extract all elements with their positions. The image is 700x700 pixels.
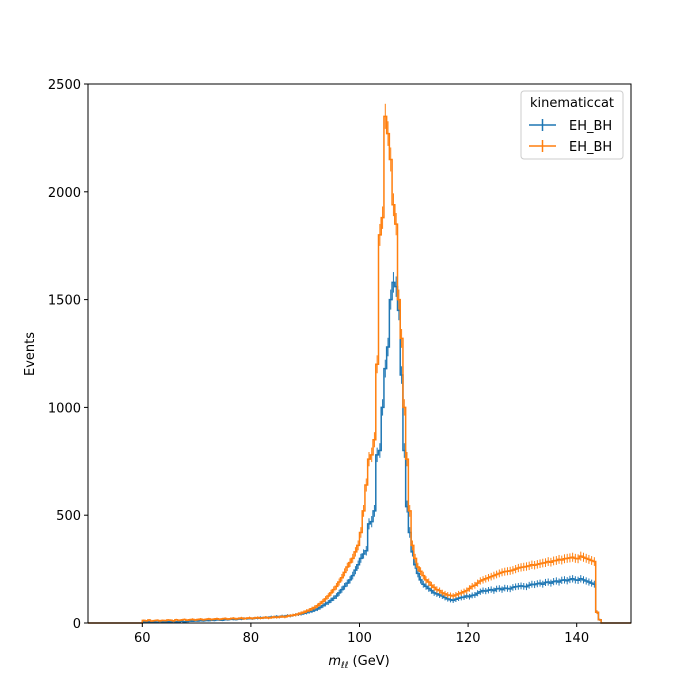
legend-entry-0: EH_BH — [529, 119, 612, 134]
plot-frame — [87, 83, 632, 624]
y-tick-label: 1500 — [48, 294, 81, 309]
legend-title: kinematiccat — [530, 96, 614, 111]
x-axis-label-sub: ℓℓ — [340, 661, 348, 671]
x-axis-label-unit: (GeV) — [348, 654, 389, 669]
y-tick-label: 1000 — [48, 401, 81, 416]
y-tick-label: 2000 — [48, 186, 81, 201]
y-tick-label: 2500 — [48, 78, 81, 93]
series-0-error-bars — [143, 272, 601, 623]
y-axis-label: Events — [23, 332, 38, 376]
x-tick-label: 80 — [243, 631, 260, 646]
legend-label: EH_BH — [569, 119, 612, 134]
x-axis-label-main: m — [328, 654, 341, 669]
y-tick-label: 500 — [56, 509, 81, 524]
series-1-step-line — [88, 115, 631, 624]
ticks-layer: 60 80 100 120 140 0 500 1000 1500 2000 2500 — [48, 78, 589, 646]
x-tick-label: 120 — [456, 631, 481, 646]
legend-label: EH_BH — [569, 140, 612, 155]
legend-box — [520, 90, 624, 160]
series-layer — [88, 103, 631, 624]
y-tick-label: 0 — [73, 617, 81, 632]
x-tick-label: 60 — [134, 631, 151, 646]
x-axis-label: mℓℓ (GeV) — [328, 654, 389, 671]
legend-items: EH_BH EH_BH — [529, 119, 612, 155]
legend-entry-1: EH_BH — [529, 140, 612, 155]
legend: kinematiccat EH_BH EH_BH — [520, 90, 624, 160]
x-tick-label: 140 — [564, 631, 589, 646]
series-1-error-bars — [143, 103, 601, 622]
x-tick-label: 100 — [347, 631, 372, 646]
